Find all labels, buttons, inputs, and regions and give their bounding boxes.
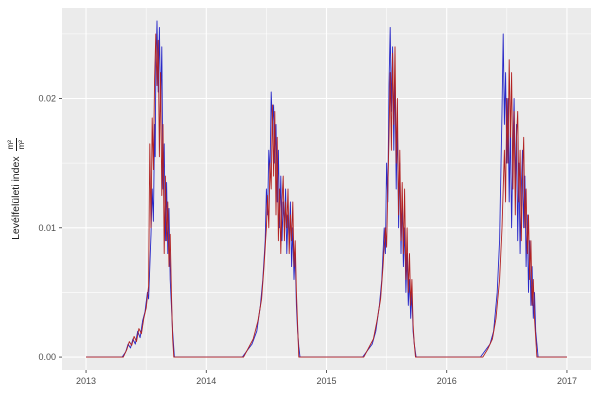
x-tick-label: 2014	[196, 376, 216, 386]
y-axis-title-text: Levélfelületi index	[10, 156, 22, 240]
y-tick-label: 0.00	[38, 352, 56, 362]
y-axis-unit-numerator: m²	[6, 138, 17, 152]
y-tick-label: 0.02	[38, 94, 56, 104]
y-tick-label: 0.01	[38, 223, 56, 233]
x-tick-label: 2015	[316, 376, 336, 386]
y-axis-unit-fraction: m² m²	[6, 138, 26, 152]
series-red	[86, 33, 567, 358]
y-axis-unit-denominator: m²	[16, 140, 26, 150]
y-axis-title: Levélfelületi index m² m²	[4, 39, 28, 339]
x-tick-label: 2013	[76, 376, 96, 386]
x-tick-label: 2016	[437, 376, 457, 386]
x-tick-label: 2017	[557, 376, 577, 386]
